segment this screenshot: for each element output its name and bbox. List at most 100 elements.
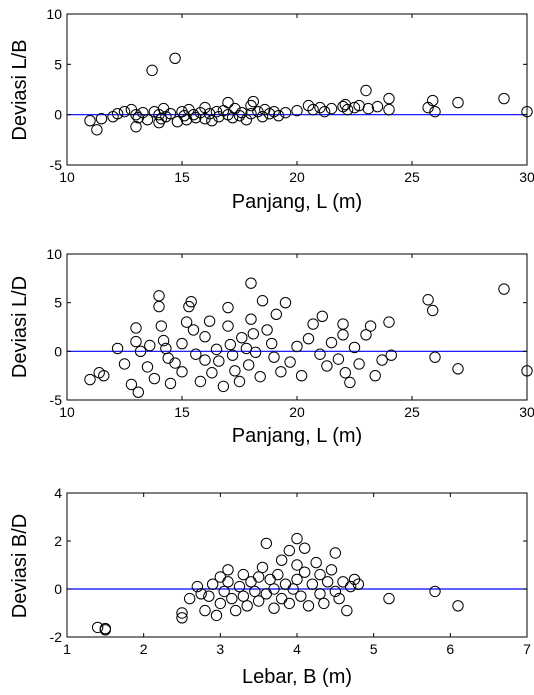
data-point bbox=[217, 380, 230, 393]
data-point bbox=[245, 107, 257, 120]
data-point bbox=[307, 318, 319, 330]
data-point bbox=[321, 360, 333, 372]
data-point bbox=[218, 585, 230, 598]
data-point bbox=[261, 324, 273, 336]
data-point bbox=[318, 105, 331, 118]
data-point bbox=[254, 370, 266, 383]
data-point bbox=[284, 356, 296, 368]
data-point bbox=[130, 108, 142, 121]
data-point bbox=[226, 592, 238, 605]
chart-panel-3: 1 2 3 4 5 6 7 4 2 0 -2 Lebar, B (m) Deviasi B/D bbox=[9, 485, 531, 688]
x-tick-label: 20 bbox=[289, 169, 305, 185]
data-point bbox=[332, 353, 345, 365]
x-tick-label: 30 bbox=[519, 169, 534, 185]
data-point bbox=[291, 559, 303, 571]
data-point bbox=[240, 114, 253, 126]
x-tick-label: 7 bbox=[523, 641, 531, 657]
y-tick-label: 10 bbox=[46, 246, 62, 262]
data-point bbox=[329, 585, 342, 598]
data-point bbox=[224, 338, 237, 351]
data-point bbox=[427, 304, 439, 317]
data-point bbox=[348, 341, 361, 354]
data-point bbox=[169, 52, 181, 64]
data-point bbox=[241, 600, 253, 612]
data-point bbox=[268, 602, 280, 614]
x-tick-label: 20 bbox=[289, 404, 305, 420]
data-points-1 bbox=[84, 52, 533, 136]
data-point bbox=[222, 301, 234, 314]
data-point bbox=[295, 590, 307, 602]
y-tick-label: 0 bbox=[54, 343, 62, 359]
data-point bbox=[237, 568, 250, 581]
data-point bbox=[275, 554, 288, 566]
data-point bbox=[146, 64, 158, 77]
data-point bbox=[260, 588, 273, 600]
data-point bbox=[252, 595, 265, 607]
y-axis-label-1: Deviasi L/B bbox=[9, 39, 31, 140]
y-tick-label: -5 bbox=[50, 392, 63, 408]
data-point bbox=[427, 94, 439, 107]
data-point bbox=[279, 296, 292, 309]
data-point bbox=[314, 588, 326, 600]
data-point bbox=[264, 573, 276, 586]
data-point bbox=[95, 112, 108, 125]
data-point bbox=[295, 369, 308, 382]
data-point bbox=[199, 331, 211, 343]
data-point bbox=[195, 588, 207, 600]
data-point bbox=[360, 329, 372, 341]
data-point bbox=[183, 592, 196, 605]
plot-frame-3 bbox=[66, 492, 528, 638]
data-point bbox=[329, 547, 342, 559]
data-point bbox=[272, 109, 285, 122]
data-point bbox=[213, 355, 225, 367]
data-point bbox=[291, 104, 303, 117]
data-point bbox=[229, 604, 242, 617]
data-point bbox=[130, 121, 142, 133]
data-point bbox=[111, 107, 124, 120]
data-point bbox=[344, 376, 356, 389]
data-point bbox=[153, 117, 165, 129]
y-tick-label: 0 bbox=[54, 107, 62, 123]
data-point bbox=[268, 583, 280, 595]
data-point bbox=[176, 105, 188, 118]
data-point bbox=[362, 102, 374, 115]
data-point bbox=[132, 386, 145, 398]
data-point bbox=[360, 84, 372, 97]
x-tick-label: 10 bbox=[59, 404, 75, 420]
data-point bbox=[118, 105, 131, 118]
data-point bbox=[352, 578, 365, 590]
data-point bbox=[141, 361, 154, 373]
data-point bbox=[206, 115, 218, 127]
data-point bbox=[283, 597, 296, 610]
data-point bbox=[429, 585, 441, 598]
data-point bbox=[237, 590, 250, 602]
x-axis-label-3: Lebar, B (m) bbox=[242, 666, 352, 688]
plot-frame-1 bbox=[66, 13, 528, 166]
data-point bbox=[245, 277, 257, 289]
data-points-3 bbox=[91, 532, 464, 636]
data-point bbox=[118, 358, 131, 370]
data-point bbox=[275, 366, 287, 378]
ticks-1: 10 15 20 25 30 10 5 0 -5 bbox=[46, 6, 534, 185]
x-tick-label: 5 bbox=[370, 641, 378, 657]
data-point bbox=[180, 114, 193, 126]
data-point bbox=[191, 580, 204, 593]
data-point bbox=[214, 597, 227, 610]
y-axis-label-2: Deviasi L/D bbox=[9, 276, 31, 378]
data-point bbox=[176, 607, 188, 619]
data-point bbox=[157, 334, 170, 347]
x-tick-label: 25 bbox=[404, 404, 420, 420]
data-point bbox=[176, 337, 188, 350]
ticks-2: 10 15 20 25 30 10 5 0 -5 bbox=[46, 246, 534, 420]
data-point bbox=[371, 100, 384, 113]
data-point bbox=[222, 320, 234, 332]
data-point bbox=[199, 101, 211, 114]
data-point bbox=[233, 109, 246, 122]
data-point bbox=[213, 110, 225, 123]
data-point bbox=[206, 578, 219, 590]
data-point bbox=[302, 99, 315, 112]
data-point bbox=[376, 354, 388, 366]
data-point bbox=[259, 103, 271, 116]
x-tick-label: 4 bbox=[293, 641, 301, 657]
